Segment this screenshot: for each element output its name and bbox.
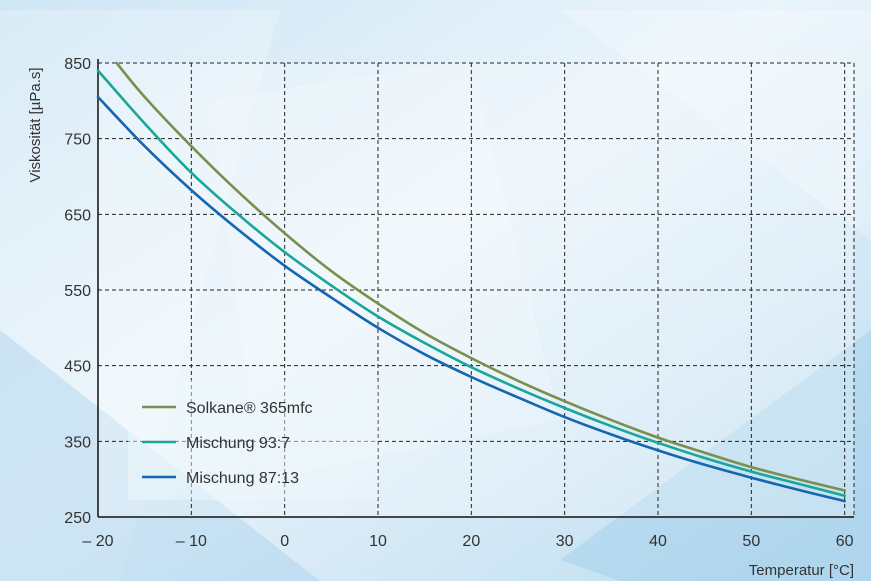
background-glass-shape [0,10,280,581]
y-tick-labels: 850 750 650 550 450 350 250 [64,56,91,527]
x-tick-label: 50 [742,533,760,550]
x-tick-label: – 10 [176,533,207,550]
y-axis-label: Viskosität [µPa.s] [27,67,44,182]
background-glass-shape [560,10,871,240]
y-tick-label: 850 [64,56,91,73]
x-tick-labels: – 20 – 10 0 10 20 30 40 50 60 [82,533,853,550]
x-tick-label: – 20 [82,533,113,550]
x-tick-label: 30 [556,533,574,550]
x-tick-label: 60 [836,533,854,550]
legend-entry: Mischung 87:13 [186,470,299,487]
series-line [115,61,846,492]
x-tick-label: 20 [462,533,480,550]
y-tick-label: 550 [64,283,91,300]
background-glass-shape [210,60,560,480]
legend-entry: Solkane® 365mfc [186,400,313,417]
series-line [96,69,846,498]
x-tick-label: 0 [280,533,289,550]
series-line [96,95,846,503]
x-tick-label: 10 [369,533,387,550]
y-tick-label: 350 [64,434,91,451]
grid [97,59,855,518]
x-tick-label: 40 [649,533,667,550]
legend: Solkane® 365mfc Mischung 93:7 Mischung 87:… [142,400,313,487]
y-tick-label: 750 [64,132,91,149]
y-tick-label: 250 [64,510,91,527]
legend-background [128,380,378,500]
y-tick-label: 650 [64,207,91,224]
legend-entry: Mischung 93:7 [186,435,290,452]
x-axis-label: Temperatur [°C] [749,562,854,579]
series-lines [96,61,846,503]
y-tick-label: 450 [64,359,91,376]
